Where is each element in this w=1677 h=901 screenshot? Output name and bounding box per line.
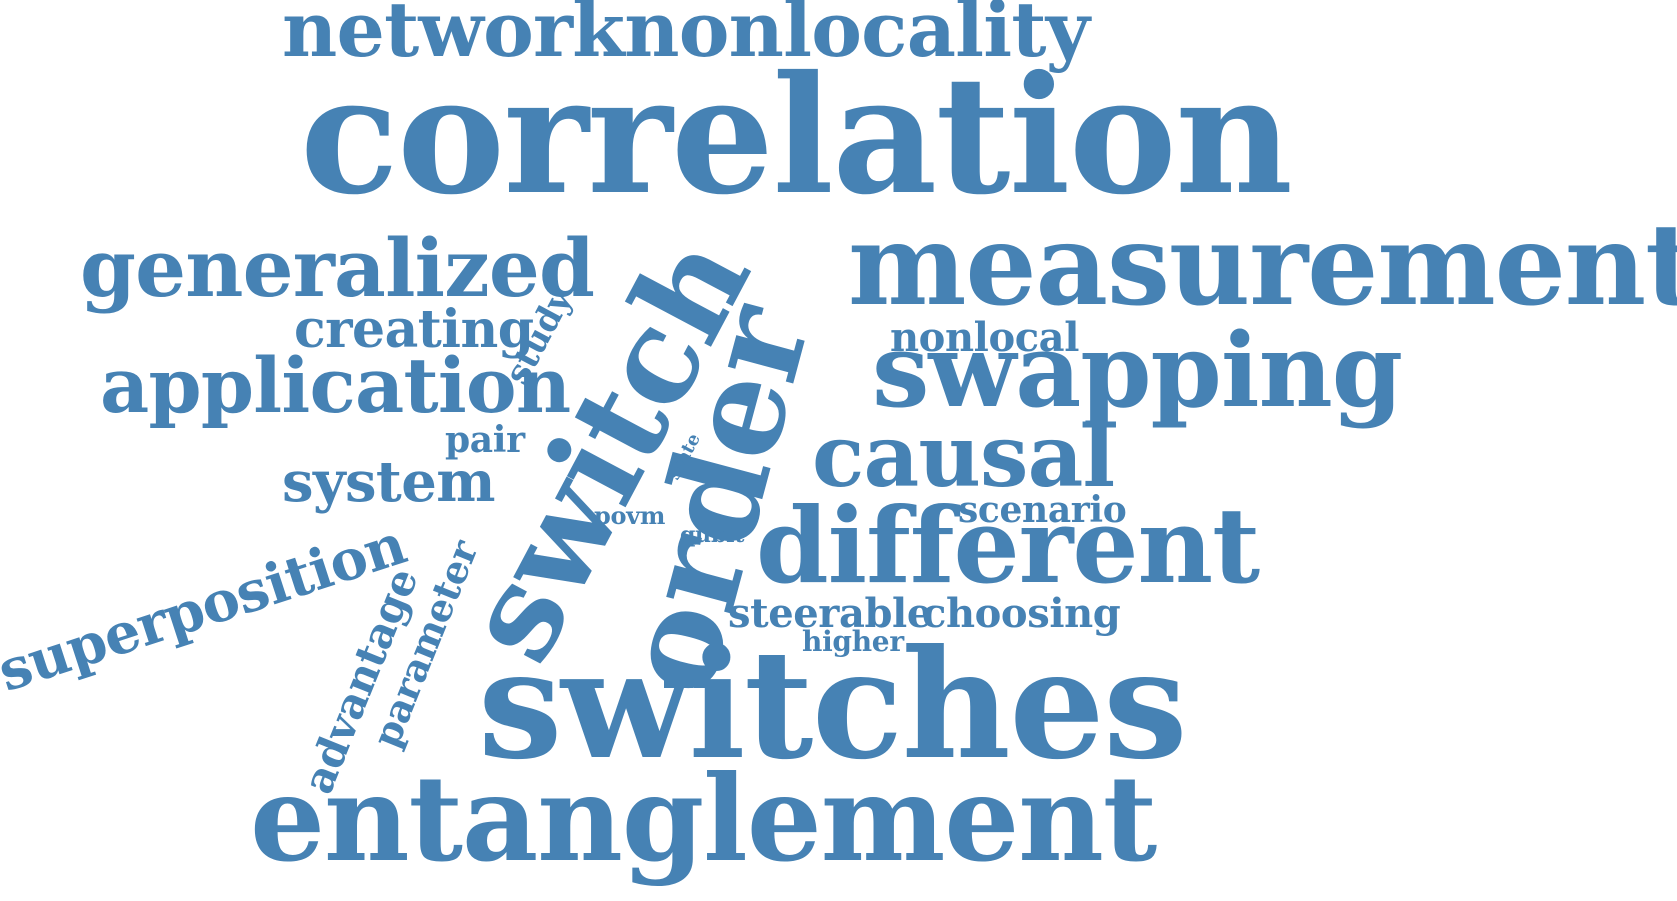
word-application: application bbox=[100, 341, 571, 430]
word-measurement: measurement bbox=[848, 200, 1677, 331]
word-swapping: swapping bbox=[872, 311, 1403, 431]
word-entanglement: entanglement bbox=[250, 749, 1157, 888]
word-qubit: qubit bbox=[680, 522, 745, 548]
word-scenario: scenario bbox=[958, 489, 1127, 531]
word-system: system bbox=[282, 449, 496, 515]
word-correlation: correlation bbox=[300, 41, 1293, 231]
word-causal: causal bbox=[812, 406, 1115, 507]
word-generalized: generalized bbox=[80, 221, 595, 315]
word-creating: creating bbox=[294, 299, 534, 360]
word-networknonlocality: networknonlocality bbox=[282, 0, 1090, 74]
word-different: different bbox=[756, 484, 1260, 607]
word-steerable: steerable bbox=[728, 590, 932, 637]
word-povm: povm bbox=[594, 501, 666, 530]
word-higher: higher bbox=[802, 625, 904, 658]
word-choosing: choosing bbox=[922, 590, 1121, 637]
word-pair: pair bbox=[445, 419, 525, 461]
word-nonlocal: nonlocal bbox=[890, 314, 1079, 361]
word-switches: switches bbox=[478, 617, 1188, 793]
